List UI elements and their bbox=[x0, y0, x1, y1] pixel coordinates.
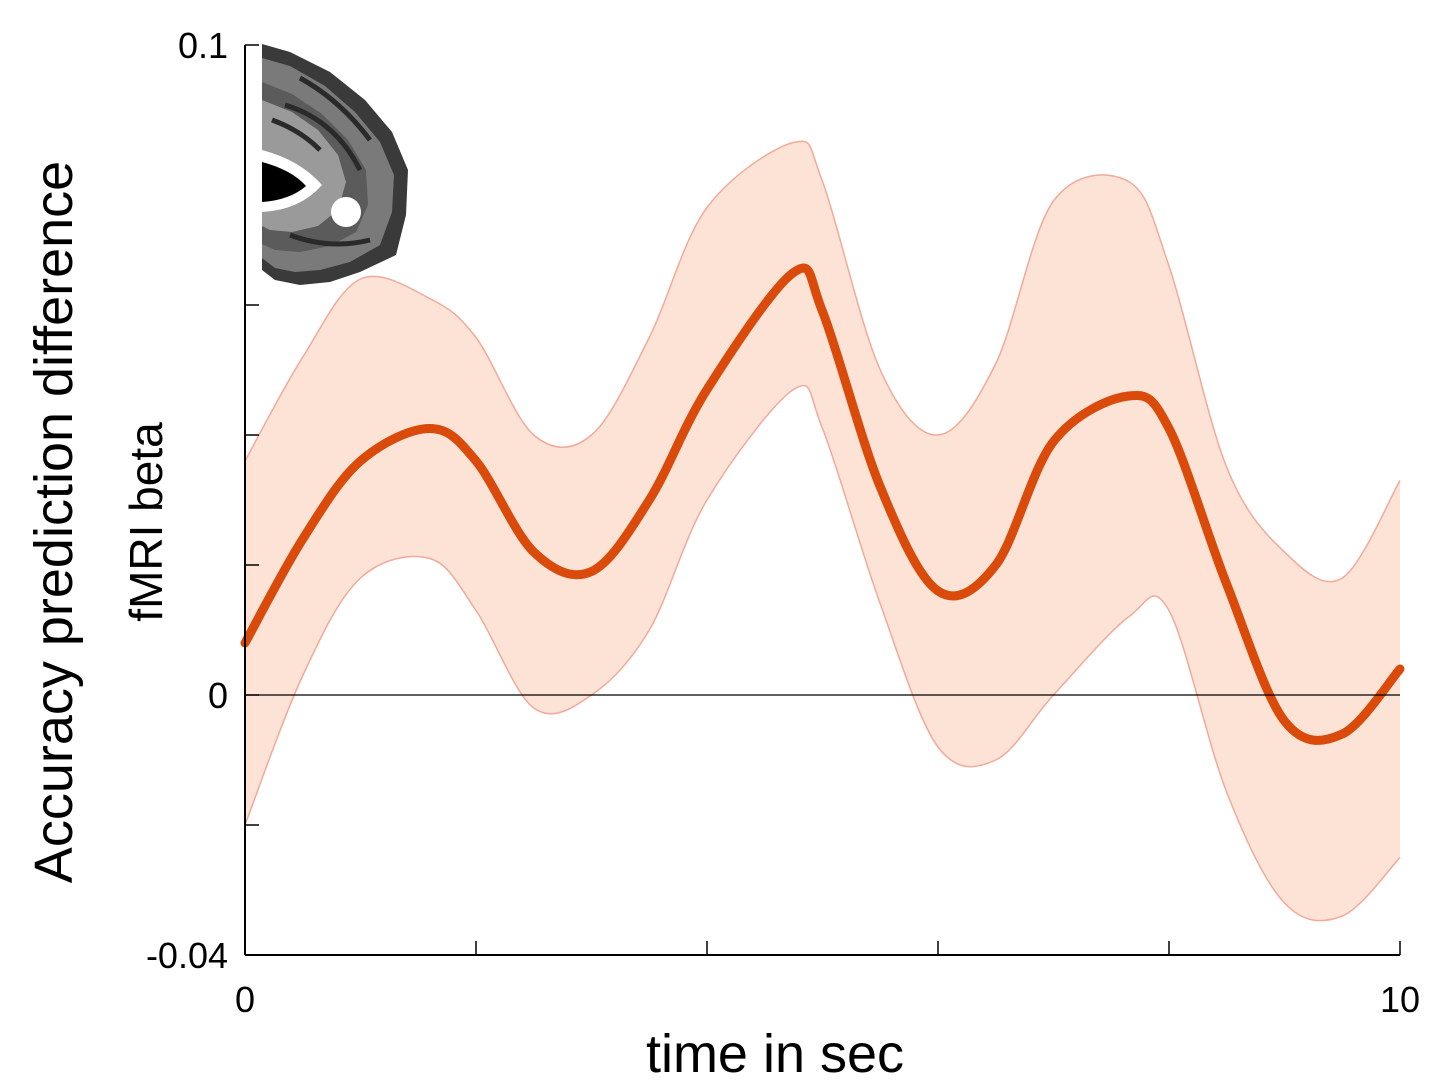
x-tick-label-10: 10 bbox=[1380, 979, 1420, 1020]
x-axis-title: time in sec bbox=[646, 1024, 904, 1084]
band-upper-edge bbox=[244, 140, 1401, 583]
series-line-0 bbox=[240, 263, 1405, 745]
x-tick-label-0: 0 bbox=[235, 979, 255, 1020]
band-lower-edge bbox=[244, 384, 1401, 922]
y-tick-label-0: 0 bbox=[208, 675, 228, 716]
y-axis-title: Accuracy prediction difference bbox=[24, 161, 84, 883]
confidence-band bbox=[245, 141, 1400, 921]
brain-slice-inset bbox=[262, 44, 408, 285]
y-tick-label-0.1: 0.1 bbox=[178, 25, 228, 66]
y-axis-title-secondary: fMRI beta bbox=[120, 422, 172, 622]
y-tick-label-neg0.04: -0.04 bbox=[146, 935, 228, 976]
